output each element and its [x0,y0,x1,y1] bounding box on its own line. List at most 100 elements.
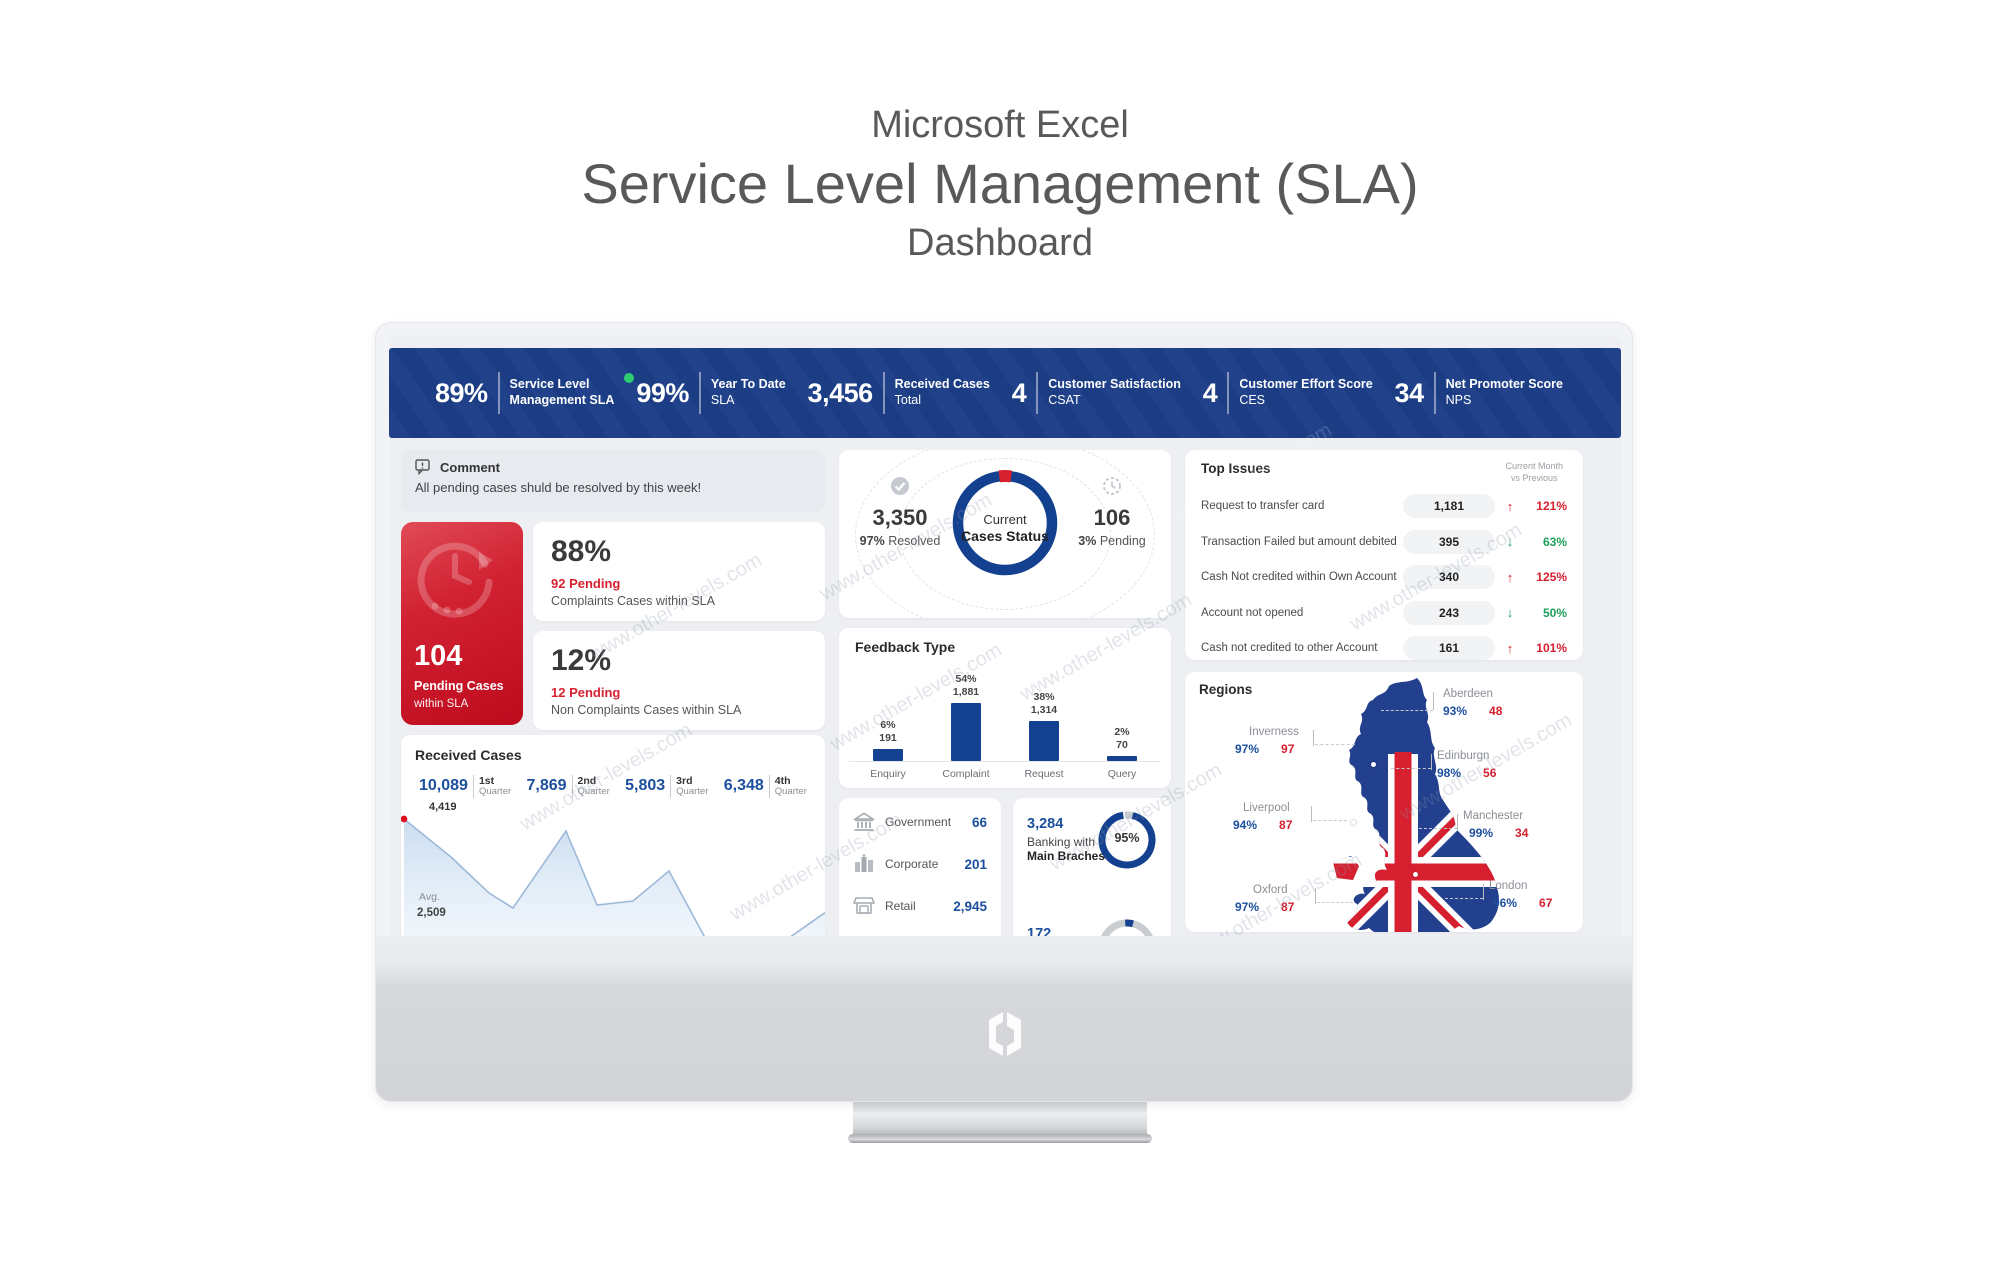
dashboard-body: Comment All pending cases shuld be resol… [401,450,1609,936]
resolved-stat: 3,350 97% Resolved [857,476,943,548]
avg-value: 2,509 [417,907,446,919]
quarter-stat: 6,348 4th Quarter [724,775,807,798]
regions-panel: Regions [1185,672,1583,932]
issue-label: Cash not credited to other Account [1201,642,1378,655]
cases-status-panel: 3,350 97% Resolved Current Cases Status [839,450,1171,618]
resolved-label: Resolved [888,534,941,548]
quarter-ordinal: 3rd [676,775,693,787]
sector-name: Government [885,815,952,829]
kpi-divider [882,372,885,414]
kpi-divider [1227,372,1230,414]
kpi-label: Service Level [509,377,590,392]
bar-value: 70 [1116,739,1128,752]
sector-value: 66 [971,814,987,830]
bar-query: 2% 70 [1090,726,1154,761]
check-icon [891,477,909,495]
city-manchester: Manchester 99% 34 [1463,810,1528,840]
monitor-chin [376,936,1632,1101]
city-pct: 98% [1437,766,1462,780]
monitor-stand-base [848,1134,1152,1143]
arrow-up-icon: ↑ [1506,569,1514,585]
sector-value: 2,945 [953,898,987,914]
bar-pct: 2% [1114,725,1130,738]
city-count: 34 [1515,826,1529,840]
issue-row: Cash not credited to other Account 161 ↑… [1201,636,1567,661]
title-block: Microsoft Excel Service Level Management… [0,104,2000,265]
banking-other-value: 172 [1027,926,1052,936]
city-pct: 94% [1233,818,1258,832]
right-column: Top Issues Current Month vs Previous Requ… [1185,450,1583,936]
donut-center-line1: Current [983,512,1027,527]
kpi-ces: 4 Customer Effort Score CES [1203,372,1373,414]
decorative-ring [855,450,1155,618]
kpi-value: 34 [1394,377,1425,408]
issue-count-badge: 161 [1403,636,1495,661]
issue-change: 63% [1542,534,1567,549]
kpi-value: 4 [1202,377,1218,408]
monitor-stand [853,1102,1147,1136]
quarter-value: 10,089 [419,777,468,795]
page-subtitle: Dashboard [907,222,1093,264]
quarter-word: Quarter [478,786,512,798]
top-issues-panel: Top Issues Current Month vs Previous Requ… [1185,450,1583,661]
city-dot [1413,872,1418,877]
pending-label2: within SLA [414,698,469,710]
city-count: 97 [1281,742,1295,756]
banking-main-pct: 95% [1114,831,1140,845]
issue-count-badge: 340 [1403,565,1495,590]
issue-row: Transaction Failed but amount debited 39… [1201,529,1567,554]
resolved-value: 3,350 [872,505,928,530]
city-liverpool: Liverpool 94% 87 [1233,802,1292,832]
banking-panel: 3,284 Banking with Main Braches 95% [1013,798,1171,936]
regions-title: Regions [1199,682,1253,697]
city-pct: 99% [1469,826,1494,840]
issue-count-badge: 243 [1403,600,1495,625]
issue-change: 125% [1536,570,1567,585]
monitor-frame: 89% Service Level Management SLA 99% Yea… [375,322,1633,1102]
bar-request: 38% 1,314 [1012,691,1076,761]
middle-column: 3,350 97% Resolved Current Cases Status [839,450,1171,936]
pending-stat: 106 3% Pending [1069,476,1155,548]
kpi-bar: 89% Service Level Management SLA 99% Yea… [389,348,1621,438]
city-dot [1351,820,1356,825]
decorative-ring [899,458,1111,610]
sector-government: Government 66 [853,812,987,832]
issue-count-badge: 1,181 [1403,494,1495,519]
banking-main-label2: Main Braches [1027,849,1106,863]
non-complaints-percent: 12% [551,644,612,677]
kpi-csat: 4 Customer Satisfaction CSAT [1012,372,1181,414]
city-pct: 97% [1235,900,1260,914]
col-header-line2: vs Previous [1510,472,1558,483]
status-dot-icon [624,373,635,384]
bar-category: Complaint [942,768,990,780]
bar [1029,721,1059,761]
city-name: London [1489,880,1528,892]
non-complaints-sla-card: 12% 12 Pending Non Complaints Cases with… [533,631,825,730]
kpi-ytd: 99% Year To Date SLA [636,372,786,414]
comment-icon [415,459,430,475]
banking-main-value: 3,284 [1027,816,1064,832]
feedback-bar-chart: 6% 191 54% 1,881 38% 1,314 [849,660,1161,762]
kpi-value: 3,456 [807,377,874,408]
kpi-sublabel: SLA [710,393,735,407]
city-count: 87 [1281,900,1295,914]
non-complaints-label: Non Complaints Cases within SLA [551,703,742,717]
quarter-ordinal: 4th [774,775,791,787]
kpi-label: Received Cases [894,377,990,392]
kpi-sublabel: Management SLA [509,393,615,407]
quarter-ordinal: 2nd [577,775,597,787]
comment-panel: Comment All pending cases shuld be resol… [401,450,825,512]
left-column: Comment All pending cases shuld be resol… [401,450,825,936]
issue-change: 101% [1536,641,1567,656]
quarter-word: Quarter [676,786,709,798]
banking-main-donut: 95% [1095,808,1159,872]
kpi-nps: 34 Net Promoter Score NPS [1395,372,1563,414]
comment-text: All pending cases shuld be resolved by t… [415,480,702,495]
quarter-value: 7,869 [526,777,567,795]
city-aberdeen: Aberdeen 93% 48 [1443,688,1502,718]
kpi-label: Customer Effort Score [1239,377,1373,392]
brand-logo-icon [989,1012,1021,1056]
city-name: Oxford [1253,884,1288,896]
bar-value: 191 [879,732,897,745]
kpi-sublabel: CSAT [1048,393,1081,407]
